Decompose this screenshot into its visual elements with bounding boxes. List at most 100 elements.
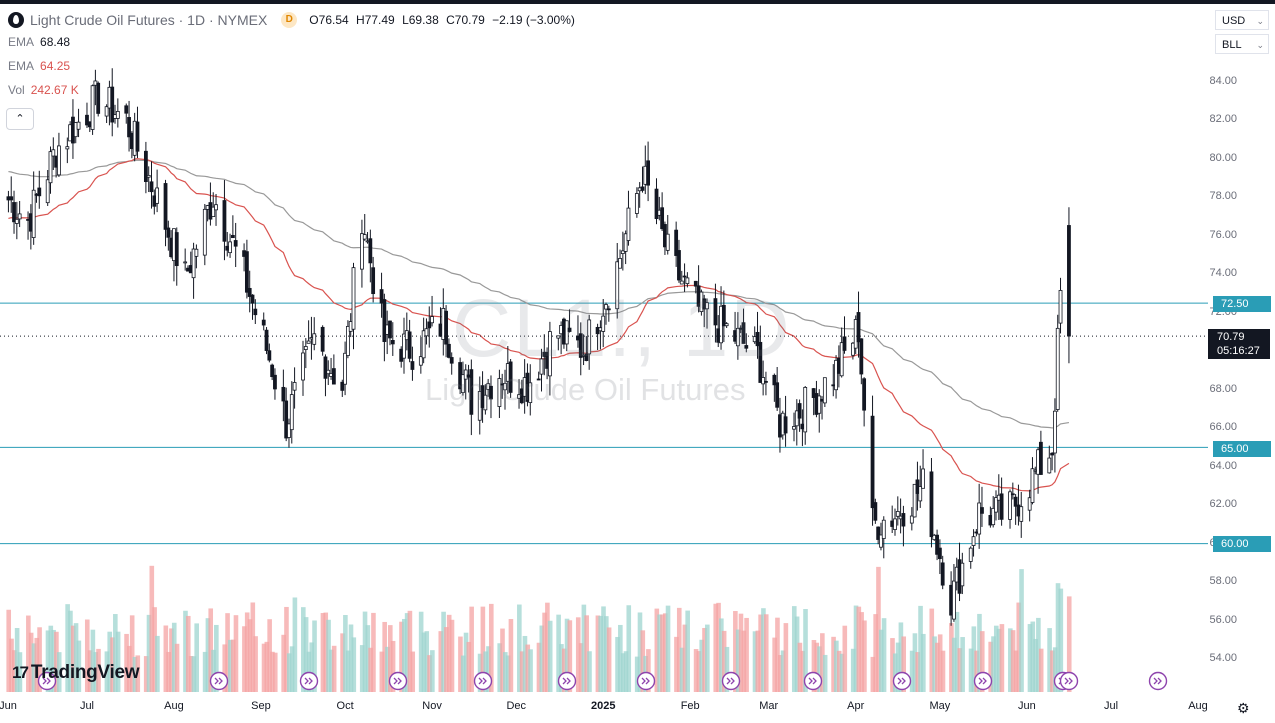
candle-body <box>250 294 255 304</box>
volume-bar <box>912 633 918 692</box>
candle-body <box>48 151 53 184</box>
collapse-legend-button[interactable]: ⌃ <box>6 108 34 130</box>
candle-body <box>536 378 541 381</box>
volume-bar <box>261 643 267 692</box>
volume-bar <box>918 605 923 692</box>
change-value: −2.19 (−3.00%) <box>492 13 575 27</box>
price-tick-label: 82.00 <box>1209 113 1237 126</box>
candle-body <box>267 350 272 361</box>
volume-bar <box>174 643 180 692</box>
volume-bar <box>979 631 985 692</box>
volume-bar <box>735 629 741 692</box>
volume-bar <box>929 608 935 692</box>
candle-body <box>222 200 227 242</box>
volume-bar <box>404 613 410 692</box>
currency-select[interactable]: USD ⌄ <box>1215 10 1269 30</box>
volume-bar <box>12 650 17 692</box>
volume-bar <box>362 611 368 692</box>
volume-bar <box>233 615 239 692</box>
event-arrow-icon[interactable] <box>388 671 408 691</box>
candle-body <box>960 562 965 587</box>
volume-bar <box>567 620 573 692</box>
tradingview-wordmark: TradingView <box>30 662 140 683</box>
candle-body <box>301 352 305 381</box>
event-arrow-icon[interactable] <box>1059 671 1079 691</box>
volume-bar <box>676 607 682 692</box>
volume-bar <box>466 641 472 692</box>
volume-bar <box>31 643 37 692</box>
volume-bar <box>517 604 522 692</box>
volume-bar <box>584 615 589 692</box>
candle-body <box>901 513 906 527</box>
volume-bar <box>817 646 822 692</box>
candle-body <box>623 233 628 252</box>
chart-settings-gear-icon[interactable]: ⚙ <box>1237 700 1250 716</box>
volume-bar <box>951 637 957 692</box>
event-arrow-icon[interactable] <box>973 671 993 691</box>
candle-body <box>991 507 996 526</box>
event-arrow-icon[interactable] <box>892 671 912 691</box>
volume-bar <box>115 631 121 692</box>
volume-bar <box>152 607 157 692</box>
volume-bar <box>820 633 825 692</box>
event-arrow-icon[interactable] <box>37 671 57 691</box>
event-arrow-icon[interactable] <box>803 671 823 691</box>
time-tick-label: 2025 <box>590 700 616 712</box>
volume-bar <box>242 626 247 692</box>
volume-bar <box>859 612 864 692</box>
event-arrow-icon[interactable] <box>721 671 741 691</box>
volume-bar <box>17 652 23 692</box>
open-value: 76.54 <box>318 13 349 27</box>
candle-body <box>604 304 608 310</box>
delayed-data-badge[interactable]: D <box>281 12 298 28</box>
candle-body <box>340 381 345 391</box>
volume-bar <box>309 642 315 692</box>
event-arrow-icon[interactable] <box>636 671 656 691</box>
candle-body <box>166 227 171 238</box>
volume-bar <box>301 607 306 692</box>
candle-body <box>1047 457 1052 474</box>
volume-bar <box>522 635 528 692</box>
candle-body <box>351 267 356 330</box>
volume-bar <box>222 644 228 692</box>
indicator-ema-short[interactable]: EMA 64.25 <box>8 54 575 78</box>
volume-bar <box>208 608 214 692</box>
volume-bar <box>772 637 777 692</box>
event-arrow-icon[interactable] <box>209 671 229 691</box>
event-arrow-icon[interactable] <box>1148 671 1168 691</box>
event-arrow-icon[interactable] <box>299 671 319 691</box>
price-tick-label: 62.00 <box>1209 498 1237 511</box>
volume-bar <box>270 651 275 692</box>
volume-bar <box>87 650 93 692</box>
level-label-60-00: 60.00 <box>1213 536 1271 552</box>
candle-body <box>303 346 308 350</box>
volume-bar <box>783 623 789 692</box>
volume-bar <box>387 625 393 692</box>
candle-body <box>270 364 275 378</box>
candle-body <box>817 395 822 414</box>
unit-select[interactable]: BLL ⌄ <box>1215 34 1269 54</box>
time-tick-label: Nov <box>422 700 442 712</box>
candle-body <box>261 319 266 326</box>
event-arrow-icon[interactable] <box>557 671 577 691</box>
volume-bar <box>878 629 884 692</box>
volume-bar <box>264 641 270 692</box>
candle-body <box>952 580 956 620</box>
symbol-title[interactable]: Light Crude Oil Futures · 1D · NYMEX <box>30 12 268 28</box>
price-tick-label: 68.00 <box>1209 382 1237 395</box>
event-arrow-icon[interactable] <box>473 671 493 691</box>
candle-body <box>418 356 423 366</box>
volume-bar <box>1036 617 1041 692</box>
tradingview-logo[interactable]: 17 TradingView <box>12 662 140 684</box>
indicator-ema-long[interactable]: EMA 68.48 <box>8 30 575 54</box>
candle-body <box>1067 225 1071 337</box>
candle-body <box>893 518 897 530</box>
volume-bar <box>480 606 486 692</box>
candle-body <box>758 341 763 383</box>
candle-body <box>548 331 552 377</box>
indicator-volume[interactable]: Vol 242.67 K <box>8 78 575 102</box>
candle-body <box>446 343 451 358</box>
candle-body <box>685 277 690 284</box>
candle-body <box>1008 491 1012 520</box>
